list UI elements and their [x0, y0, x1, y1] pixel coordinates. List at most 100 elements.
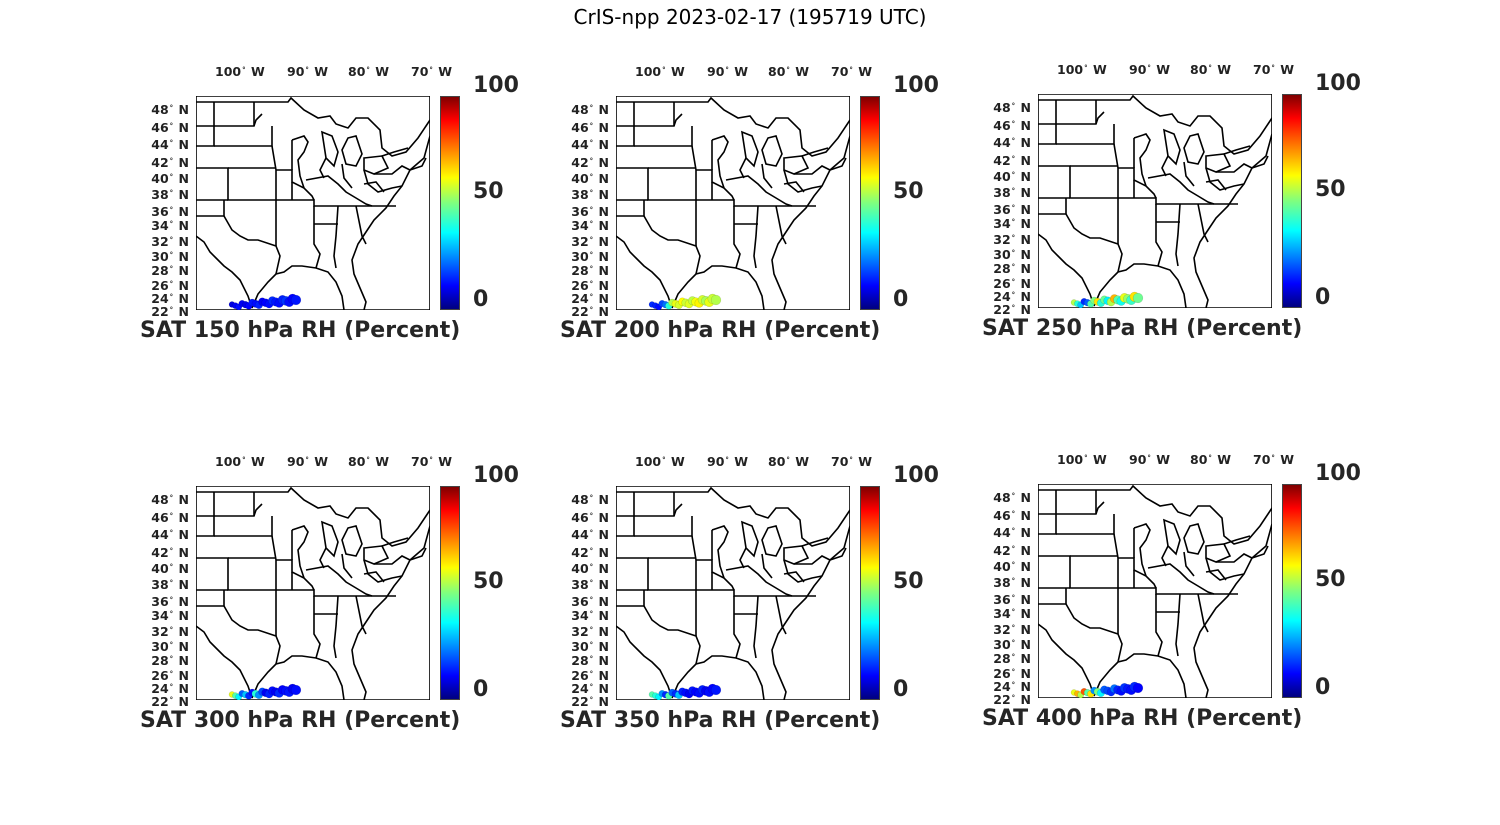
- colorbar: [1282, 94, 1302, 308]
- rh-data-point: [1132, 292, 1144, 304]
- map-boundary-line: [761, 163, 773, 189]
- map-boundary-line: [1161, 155, 1169, 177]
- longitude-tick-label: 80° W: [1190, 62, 1232, 77]
- longitude-tick-label: 100° W: [1057, 452, 1107, 467]
- map-boundary-line: [1223, 535, 1251, 545]
- latitude-tick-label: 24° N: [571, 681, 609, 696]
- map-panel: 100° W 90° W 80° W 70° W 48° N 46° N 44° N 42° …: [140, 64, 560, 343]
- latitude-tick-label: 44° N: [571, 527, 609, 542]
- latitude-tick-label: 44° N: [993, 135, 1031, 150]
- panel-title: SAT 300 hPa RH (Percent): [140, 708, 461, 733]
- latitude-tick-label: 40° N: [151, 561, 189, 576]
- map-boundary-line: [320, 520, 339, 558]
- latitude-tick-label: 34° N: [993, 606, 1031, 621]
- map-boundary-line: [634, 126, 693, 147]
- colorbar-tick-label: 0: [473, 677, 489, 702]
- colorbar-tick-label: 0: [473, 287, 489, 312]
- map-boundary-line: [313, 596, 321, 659]
- map-boundary-line: [1183, 523, 1205, 555]
- map-boundary-line: [1038, 143, 1119, 199]
- map-boundary-line: [196, 113, 263, 127]
- map-boundary-line: [1038, 588, 1067, 605]
- map-panel: 100° W 90° W 80° W 70° W 48° N 46° N 44° N 42° …: [982, 452, 1402, 731]
- map-boundary-line: [711, 135, 729, 189]
- map-boundary-line: [753, 205, 759, 269]
- map-boundary-line: [616, 96, 850, 310]
- map-boundary-line: [783, 181, 805, 193]
- map-boundary-line: [1038, 111, 1105, 125]
- map-boundary-line: [783, 545, 810, 565]
- map-boundary-line: [616, 200, 645, 217]
- longitude-tick-label: 80° W: [348, 454, 390, 469]
- panel-title: SAT 400 hPa RH (Percent): [982, 706, 1303, 731]
- map-boundary-line: [363, 559, 403, 583]
- map-boundary-line: [363, 181, 385, 193]
- latitude-tick-label: 42° N: [571, 545, 609, 560]
- map-boundary-line: [409, 157, 427, 171]
- map-boundary-line: [1183, 551, 1195, 577]
- latitude-tick-label: 44° N: [151, 527, 189, 542]
- map-boundary-line: [1216, 163, 1253, 173]
- map-boundary-line: [291, 135, 309, 189]
- map-boundary-line: [341, 525, 363, 557]
- latitude-tick-label: 48° N: [571, 492, 609, 507]
- map-boundary-line: [1175, 593, 1181, 657]
- map-boundary-line: [739, 157, 747, 179]
- latitude-tick-label: 30° N: [993, 637, 1031, 652]
- latitude-tick-label: 46° N: [571, 120, 609, 135]
- rh-data-point: [710, 684, 722, 696]
- latitude-tick-label: 38° N: [151, 187, 189, 202]
- latitude-tick-label: 22° N: [993, 302, 1031, 317]
- map-boundary-line: [341, 135, 363, 167]
- map-boundary-line: [363, 169, 403, 193]
- map-boundary-line: [696, 589, 758, 597]
- map-boundary-line: [320, 130, 339, 168]
- map-boundary-line: [196, 535, 277, 591]
- colorbar-tick-label: 50: [473, 179, 504, 204]
- map-boundary-line: [305, 175, 373, 207]
- longitude-tick-label: 100° W: [215, 454, 265, 469]
- map-boundary-line: [783, 155, 810, 175]
- colorbar-tick-label: 100: [1315, 461, 1361, 486]
- latitude-tick-label: 30° N: [993, 247, 1031, 262]
- map-boundary-line: [1038, 94, 1272, 155]
- latitude-tick-label: 32° N: [571, 624, 609, 639]
- map-boundary-line: [1147, 173, 1215, 205]
- panel-title: SAT 150 hPa RH (Percent): [140, 318, 461, 343]
- colorbar-tick-label: 100: [893, 463, 939, 488]
- map-boundary-line: [740, 520, 759, 558]
- colorbar-tick-label: 50: [893, 179, 924, 204]
- map-boundary-line: [829, 157, 847, 171]
- map-boundary-line: [739, 547, 747, 569]
- map-boundary-line: [1155, 594, 1163, 657]
- latitude-tick-label: 48° N: [993, 100, 1031, 115]
- latitude-tick-label: 42° N: [993, 543, 1031, 558]
- latitude-tick-label: 24° N: [151, 291, 189, 306]
- latitude-tick-label: 22° N: [993, 692, 1031, 707]
- map-boundary-line: [374, 165, 411, 175]
- latitude-tick-label: 22° N: [151, 694, 189, 709]
- map-boundary-line: [1205, 557, 1245, 581]
- map-boundary-line: [1197, 593, 1209, 633]
- map-boundary-line: [1205, 543, 1232, 563]
- rh-data-point: [290, 684, 302, 696]
- map-boundary-line: [725, 175, 793, 207]
- longitude-tick-label: 100° W: [635, 454, 685, 469]
- longitude-tick-label: 90° W: [287, 64, 329, 79]
- latitude-tick-label: 26° N: [993, 666, 1031, 681]
- panel-title: SAT 350 hPa RH (Percent): [560, 708, 881, 733]
- map-boundary-line: [276, 559, 315, 591]
- map-boundary-line: [313, 206, 321, 269]
- latitude-tick-label: 36° N: [571, 204, 609, 219]
- colorbar-tick-label: 100: [473, 73, 519, 98]
- map-boundary-line: [1038, 198, 1067, 215]
- latitude-tick-label: 28° N: [993, 651, 1031, 666]
- map-boundary-line: [1038, 100, 1057, 145]
- colorbar: [860, 486, 880, 700]
- longitude-tick-label: 90° W: [707, 454, 749, 469]
- map-boundary-line: [616, 486, 850, 700]
- map-panel: 100° W 90° W 80° W 70° W 48° N 46° N 44° N 42° …: [982, 62, 1402, 341]
- map-boundary-line: [643, 605, 701, 665]
- latitude-tick-label: 30° N: [571, 639, 609, 654]
- map-boundary-line: [1118, 197, 1180, 205]
